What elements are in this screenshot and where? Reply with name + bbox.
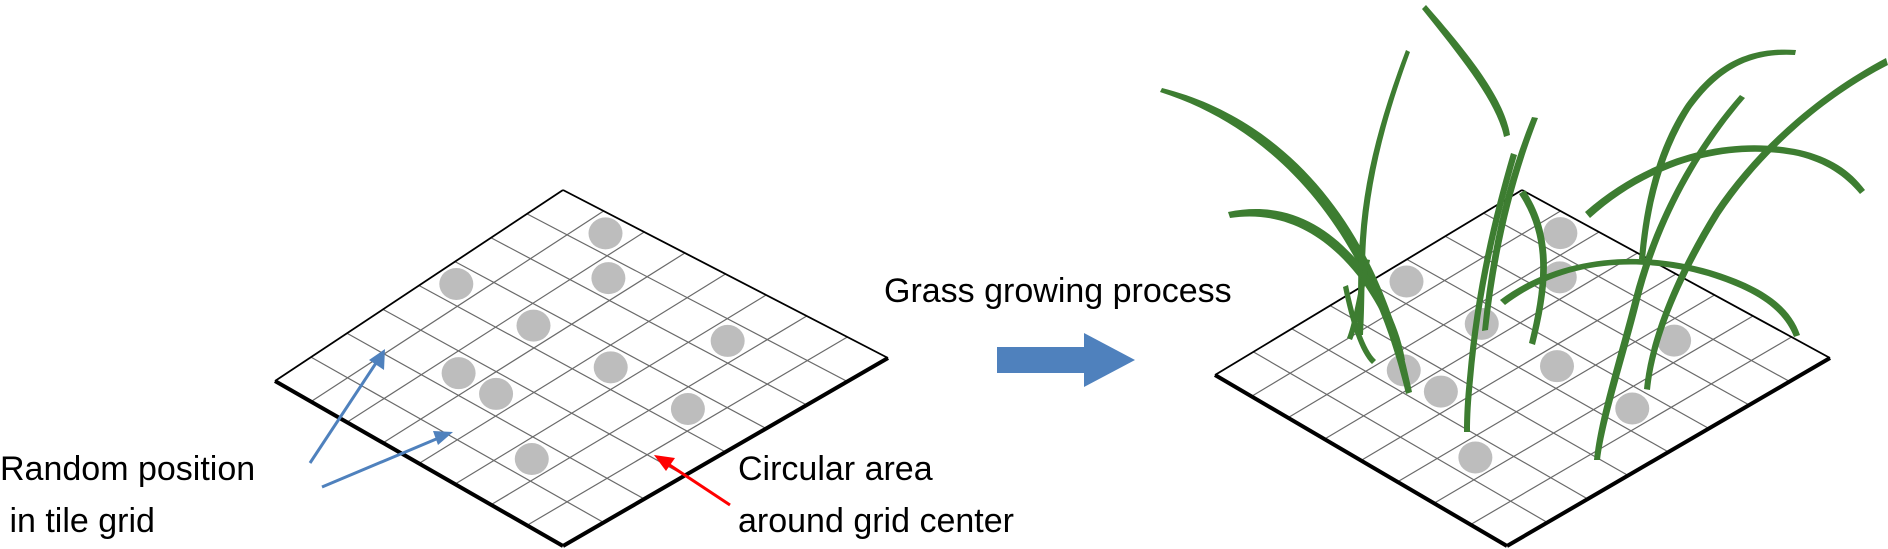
grid-line [1291,328,1589,500]
tile-edge-front [1505,356,1832,548]
grid-line [1470,336,1792,526]
random-position-dot [591,262,626,295]
grass-blade [1343,285,1376,364]
red-arrowhead [654,455,675,471]
grass-blade [1464,153,1517,432]
random-position-dot [439,267,474,300]
grid-line [310,356,604,524]
random-position-dot [514,443,549,476]
right-dots [1386,217,1692,474]
left-grid-lines [310,210,848,526]
tile-edge [562,189,889,359]
label-circular-area-line2: around grid center [738,502,1014,540]
random-position-dot [1543,217,1578,250]
grid-line [1433,315,1754,504]
random-position-dot [1540,350,1574,383]
grid-line [526,336,848,526]
grass-blade [1347,259,1370,340]
left-tile-edges [274,189,890,548]
random-position-dot [588,217,623,250]
blue-arrowhead-2 [433,431,453,445]
blue-arrow-line-2 [321,435,442,489]
grid-line [1253,351,1548,524]
label-grass-growing-process: Grass growing process [884,272,1232,310]
random-position-dot [441,357,476,390]
random-position-dot [1464,307,1499,340]
left-tile-grid [274,189,890,548]
tile-edge-front [561,356,890,548]
left-dots [439,217,745,476]
label-random-position-line2: in tile grid [0,502,155,540]
tile-edge [274,189,564,382]
random-position-dot [593,351,628,384]
random-position-dot [1389,265,1424,298]
tile-edge [1521,189,1831,359]
grass-blade [1500,258,1800,337]
random-position-dot [1423,375,1458,408]
annotation-arrows [308,349,731,507]
grass-blade [1228,209,1405,362]
grid-line [454,294,767,485]
grid-line [382,308,686,477]
blue-arrow-line-1 [308,359,380,464]
grid-line [1329,305,1629,477]
random-position-dot [516,309,551,342]
grid-line [418,284,726,453]
random-position-dot [710,324,745,357]
grass-blade [1422,5,1510,137]
red-arrow-line [664,460,731,507]
tile-edge-front [1213,373,1509,548]
tile-edge-front [274,379,564,548]
grass-blade [1482,117,1538,331]
grass-blade [1585,145,1865,218]
label-circular-area-line1: Circular area [738,450,933,488]
process-arrow [997,333,1135,387]
grid-line [490,315,808,506]
random-position-dot [1615,392,1650,425]
random-position-dot [479,377,514,410]
random-position-dot [1458,441,1493,474]
grid-line [346,332,645,500]
blue-arrowhead-1 [369,349,385,370]
grass-blade [1357,50,1410,335]
grid-line [1368,281,1669,453]
label-random-position-line1: Random position [0,450,255,488]
grass-blade [1519,190,1547,345]
grass-blade [1160,88,1412,394]
grass-blades [1160,5,1888,460]
random-position-dot [670,392,705,425]
right-grid-lines [1251,210,1792,526]
right-tile-grid [1213,189,1832,548]
random-position-dot [1657,324,1692,357]
